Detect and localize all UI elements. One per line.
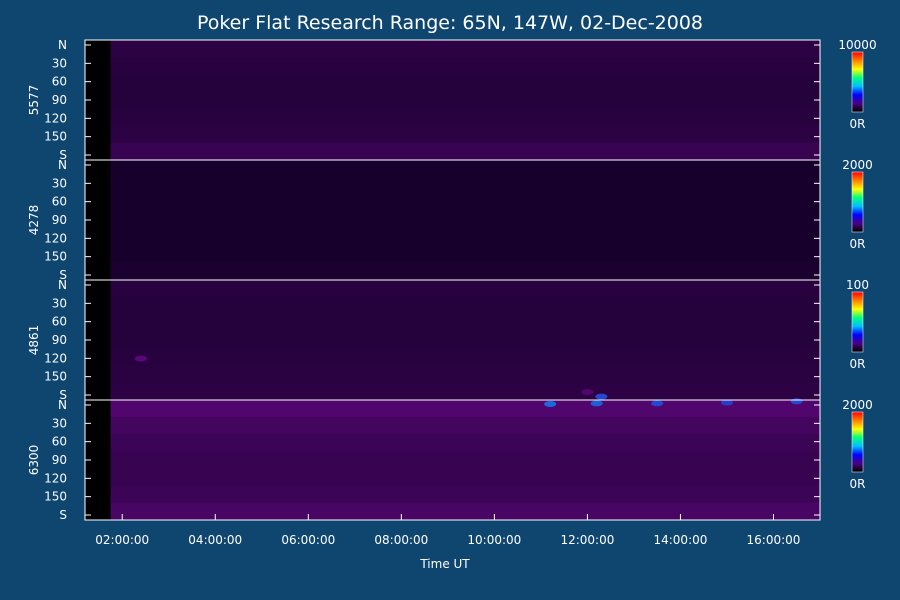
panel-label-4861: 4861 xyxy=(27,325,41,356)
intensity-band xyxy=(110,74,820,92)
emission-feature xyxy=(720,399,733,406)
y-tick-label: N xyxy=(58,38,67,52)
colorbar xyxy=(851,171,864,233)
y-tick-label: 30 xyxy=(52,176,67,190)
y-tick-label: 60 xyxy=(52,315,67,329)
y-tick-label: N xyxy=(58,278,67,292)
x-tick-label: 16:00:00 xyxy=(747,533,801,547)
colorbar-max-label: 100 xyxy=(846,278,869,292)
y-tick-label: N xyxy=(58,158,67,172)
y-tick-label: 150 xyxy=(44,370,67,384)
y-tick-label: 30 xyxy=(52,296,67,310)
panel-4278: N 30 60 90 120 150 S 4278 2000 0R xyxy=(27,158,873,282)
colorbar xyxy=(851,51,864,113)
y-tick-label: 30 xyxy=(52,56,67,70)
intensity-band xyxy=(110,177,820,195)
intensity-band xyxy=(110,382,820,401)
x-tick-label: 02:00:00 xyxy=(95,533,149,547)
y-tick-label: 30 xyxy=(52,416,67,430)
y-tick-label: S xyxy=(59,268,67,282)
intensity-band xyxy=(110,400,820,418)
y-tick-label: 60 xyxy=(52,435,67,449)
y-tick-label: 150 xyxy=(44,250,67,264)
emission-feature xyxy=(790,398,803,405)
emission-feature xyxy=(595,393,608,400)
intensity-band xyxy=(110,365,820,384)
intensity-band xyxy=(110,211,820,230)
panel-label-5577: 5577 xyxy=(27,85,41,116)
x-tick-label: 06:00:00 xyxy=(281,533,335,547)
y-tick-label: N xyxy=(58,398,67,412)
intensity-band xyxy=(110,245,820,264)
intensity-band xyxy=(110,142,820,161)
intensity-band xyxy=(110,297,820,315)
x-axis-label: Time UT xyxy=(419,557,470,571)
intensity-band xyxy=(110,417,820,435)
intensity-band xyxy=(110,228,820,247)
colorbar-max-label: 10000 xyxy=(838,38,876,52)
y-tick-label: 90 xyxy=(52,333,67,347)
x-tick-label: 10:00:00 xyxy=(467,533,521,547)
colorbar xyxy=(851,291,864,353)
intensity-band xyxy=(110,280,820,298)
emission-feature xyxy=(590,400,603,407)
panel-4861: N 30 60 90 120 150 S 4861 100 0R xyxy=(27,278,869,402)
intensity-band xyxy=(110,91,820,110)
y-tick-label: 90 xyxy=(52,453,67,467)
y-tick-label: 120 xyxy=(44,351,67,365)
y-tick-label: 120 xyxy=(44,471,67,485)
colorbar-min-label: 0R xyxy=(850,357,866,371)
emission-feature xyxy=(581,389,594,395)
intensity-band xyxy=(110,434,820,452)
y-tick-label: 60 xyxy=(52,195,67,209)
intensity-band xyxy=(110,160,820,178)
intensity-band xyxy=(110,348,820,367)
y-tick-label: S xyxy=(59,148,67,162)
intensity-band xyxy=(110,57,820,75)
panel-6300: N 30 60 90 120 150 S 6300 2000 0R xyxy=(27,398,873,522)
intensity-band xyxy=(110,194,820,212)
colorbar-max-label: 2000 xyxy=(842,158,873,172)
y-tick-label: 90 xyxy=(52,93,67,107)
intensity-band xyxy=(110,40,820,58)
intensity-band xyxy=(110,468,820,487)
intensity-band xyxy=(110,314,820,332)
y-tick-label: S xyxy=(59,508,67,522)
intensity-band xyxy=(110,262,820,281)
y-tick-label: 120 xyxy=(44,231,67,245)
intensity-band xyxy=(110,451,820,470)
colorbar-min-label: 0R xyxy=(850,477,866,491)
y-tick-label: S xyxy=(59,388,67,402)
y-tick-label: 60 xyxy=(52,75,67,89)
y-tick-label: 150 xyxy=(44,490,67,504)
x-tick-label: 08:00:00 xyxy=(374,533,428,547)
chart-title: Poker Flat Research Range: 65N, 147W, 02… xyxy=(197,12,703,34)
colorbar xyxy=(851,411,864,473)
intensity-band xyxy=(110,125,820,144)
x-tick-label: 04:00:00 xyxy=(188,533,242,547)
emission-feature xyxy=(134,355,147,362)
intensity-band xyxy=(110,108,820,127)
colorbar-min-label: 0R xyxy=(850,237,866,251)
panel-label-4278: 4278 xyxy=(27,205,41,236)
emission-feature xyxy=(651,400,664,407)
x-tick-label: 14:00:00 xyxy=(653,533,707,547)
colorbar-max-label: 2000 xyxy=(842,398,873,412)
y-tick-label: 150 xyxy=(44,130,67,144)
panel-label-6300: 6300 xyxy=(27,445,41,476)
intensity-band xyxy=(110,502,820,521)
y-tick-label: 120 xyxy=(44,111,67,125)
emission-feature xyxy=(544,401,557,407)
intensity-band xyxy=(110,485,820,504)
x-tick-label: 12:00:00 xyxy=(560,533,614,547)
colorbar-min-label: 0R xyxy=(850,117,866,131)
y-tick-label: 90 xyxy=(52,213,67,227)
panel-5577: N 30 60 90 120 150 S 5577 10000 0R xyxy=(27,38,877,162)
intensity-band xyxy=(110,331,820,350)
